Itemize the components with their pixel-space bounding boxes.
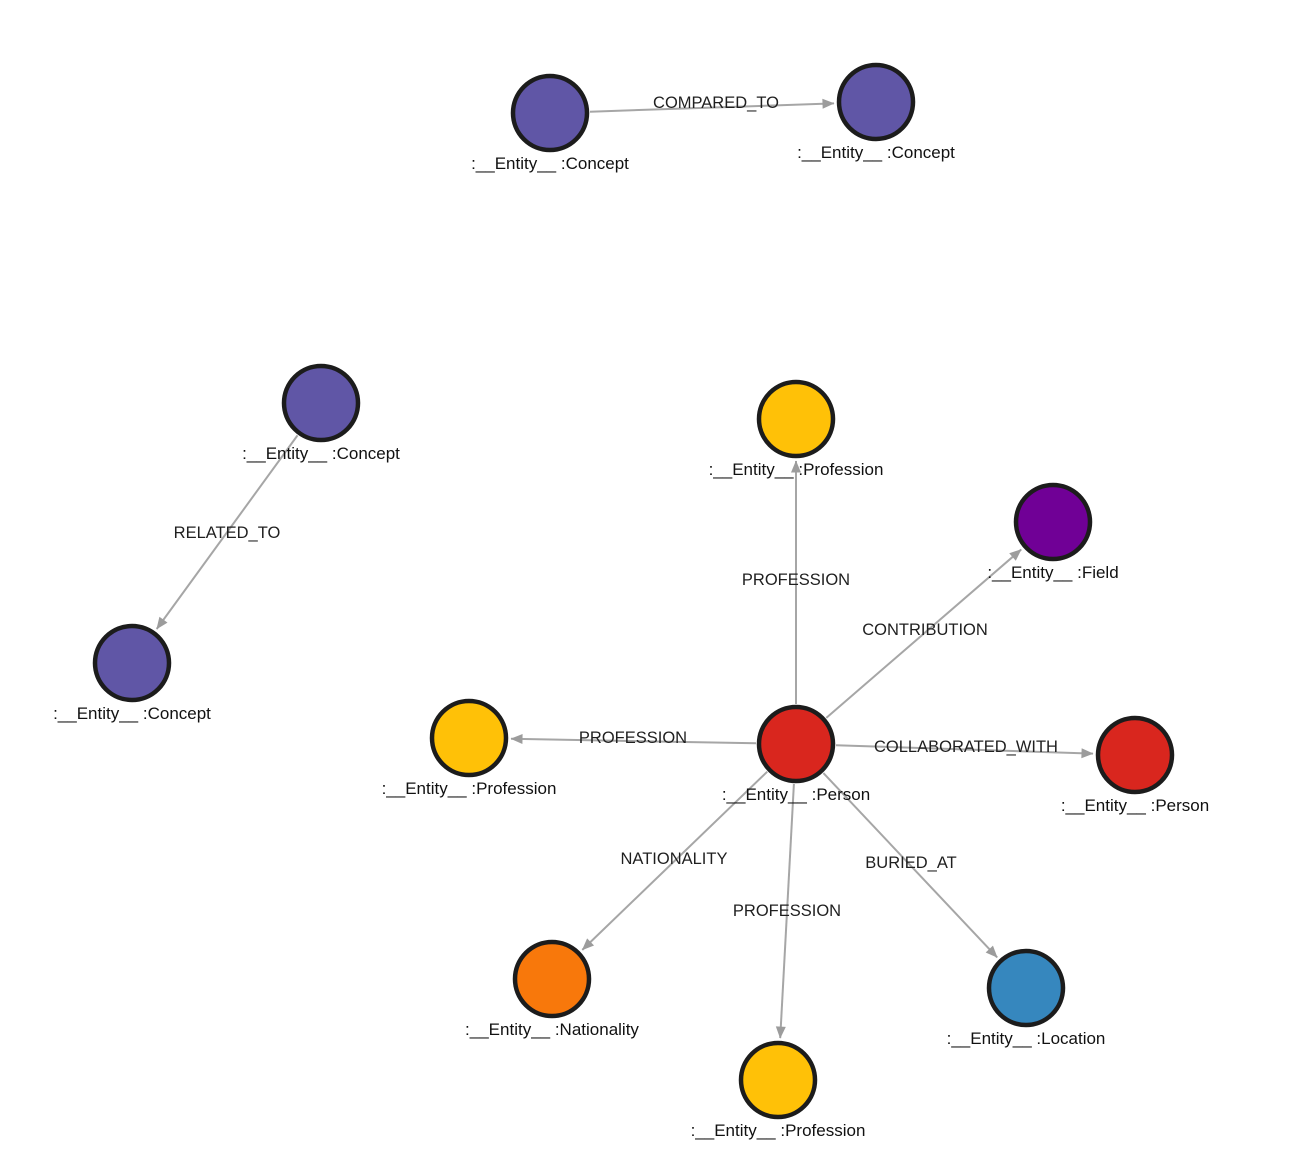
graph-node-concept-2[interactable] [836,62,916,142]
node-label-person-2: :__Entity__ :Person [1061,796,1209,815]
graph-node-nationality-1[interactable] [512,939,592,1019]
edge-label-profession-2[interactable]: PROFESSION [742,571,850,589]
edge-line-buried-at-8[interactable] [822,772,998,959]
graph-node-profession-3[interactable] [738,1040,818,1120]
edge-line-nationality-6[interactable] [581,770,768,951]
node-label-nationality-1: :__Entity__ :Nationality [465,1020,639,1039]
graph-node-person-2[interactable] [1095,715,1175,795]
edge-line-related-to-1[interactable] [155,434,299,630]
node-label-concept-1: :__Entity__ :Concept [471,154,629,173]
edge-labels-layer: COMPARED_TO RELATED_TO PROFESSION CONTRIBUT… [174,94,1058,920]
edge-line-profession-4[interactable] [510,734,757,745]
graph-node-location-1[interactable] [986,948,1066,1028]
edge-line-contribution-3[interactable] [825,548,1022,719]
edge-label-related-to-1[interactable]: RELATED_TO [174,524,281,542]
node-label-field-1: :__Entity__ :Field [987,563,1118,582]
graph-node-concept-4[interactable] [92,623,172,703]
edge-label-collaborated-with-5[interactable]: COLLABORATED_WITH [874,738,1058,756]
node-label-concept-2: :__Entity__ :Concept [797,143,955,162]
edge-label-buried-at-8[interactable]: BURIED_AT [865,854,956,872]
node-label-concept-3: :__Entity__ :Concept [242,444,400,463]
node-label-profession-2: :__Entity__ :Profession [382,779,557,798]
graph-node-concept-3[interactable] [281,363,361,443]
node-labels-layer: :__Entity__ :Concept :__Entity__ :Concept… [53,143,1209,1140]
graph-node-field-1[interactable] [1013,482,1093,562]
graph-node-profession-1[interactable] [756,379,836,459]
edge-label-nationality-6[interactable]: NATIONALITY [621,850,728,868]
node-label-profession-3: :__Entity__ :Profession [691,1121,866,1140]
edge-label-compared-to-0[interactable]: COMPARED_TO [653,94,779,112]
graph-node-concept-1[interactable] [510,73,590,153]
edge-line-profession-7[interactable] [775,783,795,1039]
node-label-person-1: :__Entity__ :Person [722,785,870,804]
edge-line-collaborated-with-5[interactable] [835,744,1094,759]
edge-label-contribution-3[interactable]: CONTRIBUTION [862,621,988,639]
edge-label-profession-4[interactable]: PROFESSION [579,729,687,747]
nodes-layer [92,62,1175,1120]
node-label-location-1: :__Entity__ :Location [947,1029,1106,1048]
graph-node-profession-2[interactable] [429,698,509,778]
graph-node-person-1[interactable] [756,704,836,784]
edge-line-compared-to-0[interactable] [589,98,835,113]
node-label-concept-4: :__Entity__ :Concept [53,704,211,723]
node-label-profession-1: :__Entity__ :Profession [709,460,884,479]
edges-layer [155,98,1094,1039]
edge-label-profession-7[interactable]: PROFESSION [733,902,841,920]
